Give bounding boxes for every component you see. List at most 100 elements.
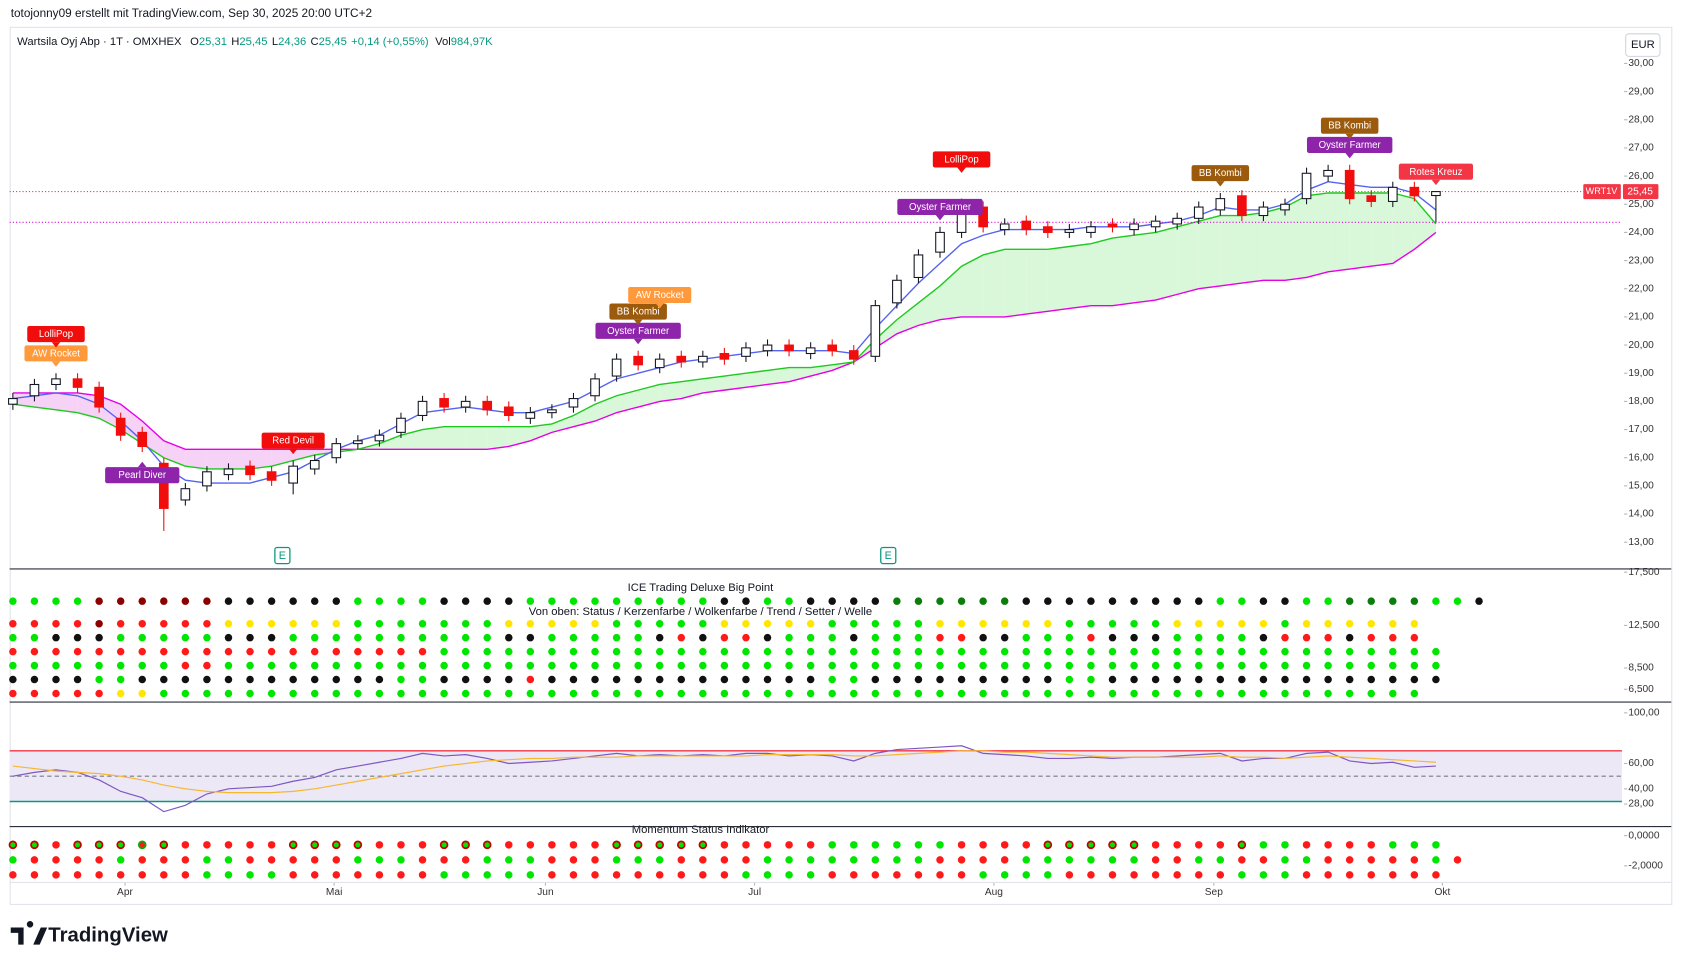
candle-body [719, 352, 730, 360]
status-dot [505, 597, 513, 605]
candle-body [288, 465, 298, 484]
status-dot [73, 619, 82, 628]
signal-pointer [51, 361, 61, 367]
cloud [379, 435, 401, 450]
status-dot [1044, 689, 1052, 698]
candle-body [309, 459, 320, 470]
status-dot [1194, 841, 1203, 849]
status-dot [1432, 675, 1440, 684]
status-dot [655, 661, 664, 670]
status-dot [1216, 856, 1225, 864]
price-tag-symbol: WRT1V [1586, 186, 1619, 196]
status-dot [203, 841, 211, 849]
status-dot [742, 871, 750, 879]
status-dot [95, 661, 103, 670]
candle-body [999, 223, 1010, 231]
frame [9, 26, 1673, 905]
status-dot [893, 871, 901, 879]
status-dot [224, 619, 233, 628]
status-dot [763, 619, 772, 628]
status-dot [850, 689, 858, 698]
status-dot [224, 841, 233, 849]
status-dot [1065, 675, 1074, 684]
status-dot [1108, 661, 1117, 670]
signal-pointer [288, 448, 298, 455]
status-dot [353, 840, 363, 850]
status-dot [1238, 597, 1246, 605]
status-dot [138, 689, 146, 698]
status-dot [246, 871, 254, 879]
y-tick-label: 13,00 [1628, 537, 1654, 548]
candle-body [1344, 169, 1355, 200]
status-dot [979, 597, 987, 605]
status-dot [1022, 633, 1031, 642]
status-dot [1173, 841, 1181, 849]
status-dot [1022, 661, 1031, 670]
status-dot [483, 856, 491, 864]
status-dot [806, 675, 815, 684]
status-dot [785, 597, 793, 605]
status-dot [332, 840, 341, 850]
status-dot [1238, 856, 1246, 864]
status-dot [160, 661, 168, 670]
status-dot [1324, 619, 1332, 628]
cloud [293, 449, 315, 461]
status-dot [181, 856, 190, 864]
status-dot [332, 597, 341, 605]
status-dot [1432, 871, 1440, 879]
status-dot [1410, 661, 1419, 670]
status-dot [828, 661, 836, 670]
status-dot [1130, 647, 1138, 656]
status-dot [332, 856, 341, 864]
status-dot [181, 841, 190, 849]
status-dot [1324, 841, 1332, 849]
candle-body [913, 254, 924, 279]
status-dot [914, 675, 923, 684]
status-dot [828, 871, 836, 879]
status-dot [720, 647, 729, 656]
status-dot [1065, 871, 1074, 879]
status-dot [1259, 647, 1268, 656]
status-dot [591, 841, 599, 849]
status-dot [440, 856, 448, 864]
status-dot [289, 661, 297, 670]
logo-text: TradingView [48, 924, 168, 946]
status-dot [1194, 856, 1203, 864]
signal-text: Oyster Farmer [607, 326, 670, 337]
status-dot [246, 633, 254, 642]
status-dot [332, 661, 341, 670]
status-dot [1151, 841, 1160, 849]
legend-value: 24,36 [278, 36, 306, 48]
status-dot [95, 597, 103, 605]
status-dot [116, 871, 125, 879]
y-tick-label: 26,00 [1628, 171, 1654, 182]
cloud [1328, 192, 1350, 272]
status-dot [1194, 689, 1203, 698]
candle-body [525, 412, 536, 419]
status-dot [763, 856, 772, 864]
status-dot [1324, 689, 1332, 698]
status-dot [1389, 633, 1397, 642]
status-dot [1000, 689, 1009, 698]
credit: totojonny09 erstellt mit TradingView.com… [11, 6, 372, 20]
status-dot [914, 871, 923, 879]
signal-text: BB Kombi [1328, 121, 1371, 132]
candle-body [51, 378, 61, 386]
status-dot [1000, 841, 1009, 849]
status-dot [224, 856, 233, 864]
status-dot [957, 633, 966, 642]
status-dot [138, 597, 146, 605]
status-dot [1367, 619, 1375, 628]
status-dot [677, 597, 686, 605]
status-dot [1087, 661, 1095, 670]
status-dot [1345, 619, 1354, 628]
status-dot [1453, 856, 1462, 864]
status-dot [1216, 871, 1225, 879]
status-dot [439, 840, 449, 850]
status-dot [203, 597, 211, 605]
status-dot [1151, 597, 1160, 605]
status-dot [1173, 871, 1181, 879]
signal-text: Pearl Diver [118, 470, 166, 481]
status-dot [893, 619, 901, 628]
status-dot [979, 661, 987, 670]
